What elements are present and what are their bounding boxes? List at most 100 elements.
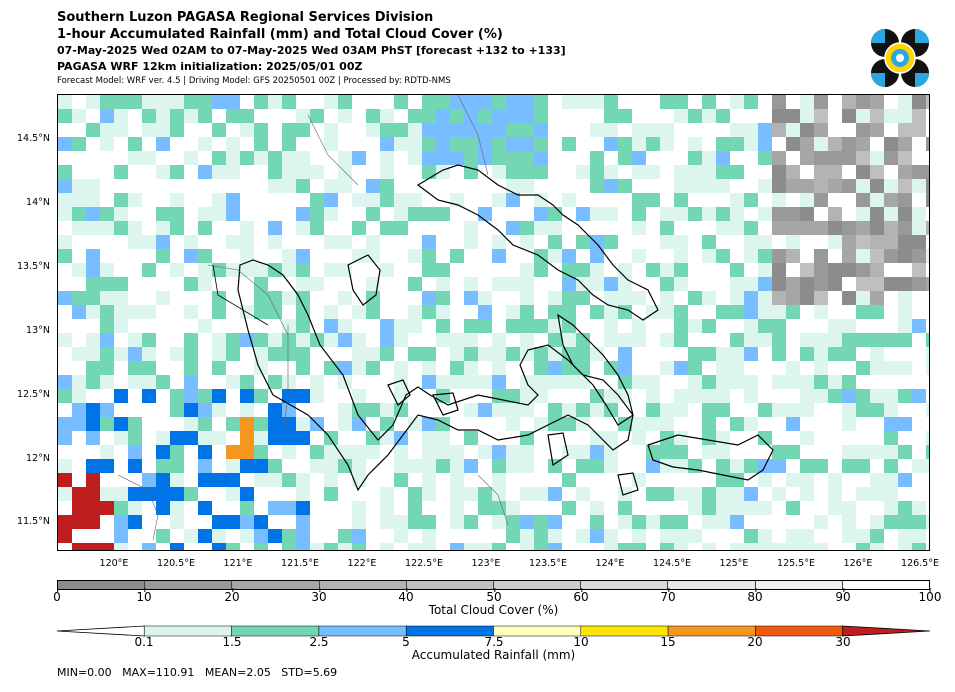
grid-cell bbox=[646, 515, 660, 529]
grid-cell bbox=[856, 123, 870, 137]
grid-cell bbox=[856, 207, 870, 221]
grid-cell bbox=[394, 193, 408, 207]
grid-cell bbox=[814, 95, 828, 109]
grid-cell bbox=[898, 305, 912, 319]
grid-cell bbox=[590, 529, 604, 543]
grid-cell bbox=[828, 137, 842, 151]
grid-cell bbox=[856, 235, 870, 249]
grid-cell bbox=[772, 277, 786, 291]
grid-cell bbox=[926, 221, 929, 235]
grid-cell bbox=[156, 249, 170, 263]
grid-cell bbox=[884, 361, 898, 375]
grid-cell bbox=[100, 445, 114, 459]
grid-cell bbox=[156, 473, 170, 487]
grid-cell bbox=[296, 123, 310, 137]
grid-cell bbox=[856, 361, 870, 375]
grid-cell bbox=[156, 165, 170, 179]
grid-cell bbox=[674, 263, 688, 277]
grid-cell bbox=[394, 459, 408, 473]
grid-cell bbox=[772, 165, 786, 179]
grid-cell bbox=[492, 501, 506, 515]
grid-cell bbox=[842, 151, 856, 165]
grid-cell bbox=[744, 235, 758, 249]
grid-cell bbox=[226, 487, 240, 501]
grid-cell bbox=[240, 109, 254, 123]
grid-cell bbox=[828, 179, 842, 193]
grid-cell bbox=[170, 193, 184, 207]
grid-cell bbox=[548, 235, 562, 249]
grid-cell bbox=[380, 487, 394, 501]
grid-cell bbox=[632, 543, 646, 550]
grid-cell bbox=[226, 235, 240, 249]
grid-cell bbox=[674, 319, 688, 333]
grid-cell bbox=[268, 179, 282, 193]
grid-cell bbox=[72, 403, 86, 417]
grid-cell bbox=[380, 403, 394, 417]
grid-cell bbox=[674, 403, 688, 417]
grid-cell bbox=[58, 515, 72, 529]
grid-cell bbox=[660, 515, 674, 529]
grid-cell bbox=[912, 543, 926, 550]
grid-cell bbox=[702, 515, 716, 529]
grid-cell bbox=[828, 501, 842, 515]
grid-cell bbox=[758, 123, 772, 137]
grid-cell bbox=[58, 193, 72, 207]
grid-cell bbox=[366, 347, 380, 361]
grid-cell bbox=[212, 543, 226, 550]
grid-cell bbox=[240, 417, 254, 431]
grid-cell bbox=[506, 193, 520, 207]
grid-cell bbox=[296, 179, 310, 193]
grid-cell bbox=[744, 123, 758, 137]
grid-cell bbox=[800, 109, 814, 123]
cloud-tick: 20 bbox=[224, 588, 240, 604]
grid-cell bbox=[856, 403, 870, 417]
grid-cell bbox=[800, 375, 814, 389]
grid-cell bbox=[352, 361, 366, 375]
grid-cell bbox=[380, 179, 394, 193]
grid-cell bbox=[450, 361, 464, 375]
grid-cell bbox=[604, 123, 618, 137]
grid-cell bbox=[100, 221, 114, 235]
grid-cell bbox=[702, 543, 716, 550]
grid-cell bbox=[632, 165, 646, 179]
grid-cell bbox=[394, 207, 408, 221]
grid-cell bbox=[492, 137, 506, 151]
grid-cell bbox=[394, 375, 408, 389]
grid-cell bbox=[800, 487, 814, 501]
grid-cell bbox=[534, 109, 548, 123]
grid-cell bbox=[842, 389, 856, 403]
grid-cell bbox=[170, 165, 184, 179]
grid-cell bbox=[674, 165, 688, 179]
grid-cell bbox=[884, 459, 898, 473]
grid-cell bbox=[688, 501, 702, 515]
grid-cell bbox=[128, 501, 142, 515]
grid-cell bbox=[198, 389, 212, 403]
grid-cell bbox=[492, 95, 506, 109]
grid-cell bbox=[898, 207, 912, 221]
grid-cell bbox=[856, 291, 870, 305]
grid-cell bbox=[674, 95, 688, 109]
grid-cell bbox=[534, 151, 548, 165]
grid-cell bbox=[660, 123, 674, 137]
grid-cell bbox=[128, 221, 142, 235]
grid-cell bbox=[632, 375, 646, 389]
grid-cell bbox=[912, 529, 926, 543]
grid-cell bbox=[352, 221, 366, 235]
grid-cell bbox=[898, 529, 912, 543]
grid-cell bbox=[184, 347, 198, 361]
grid-cell bbox=[562, 361, 576, 375]
grid-cell bbox=[436, 151, 450, 165]
grid-cell bbox=[814, 193, 828, 207]
grid-cell bbox=[114, 95, 128, 109]
grid-cell bbox=[716, 305, 730, 319]
grid-cell bbox=[772, 445, 786, 459]
grid-cell bbox=[170, 263, 184, 277]
grid-cell bbox=[282, 473, 296, 487]
statistics-line: MIN=0.00 MAX=110.91 MEAN=2.05 STD=5.69 bbox=[57, 666, 338, 679]
grid-cell bbox=[142, 333, 156, 347]
grid-cell bbox=[114, 487, 128, 501]
grid-cell bbox=[212, 95, 226, 109]
grid-cell bbox=[506, 179, 520, 193]
grid-cell bbox=[926, 333, 929, 347]
grid-cell bbox=[604, 95, 618, 109]
